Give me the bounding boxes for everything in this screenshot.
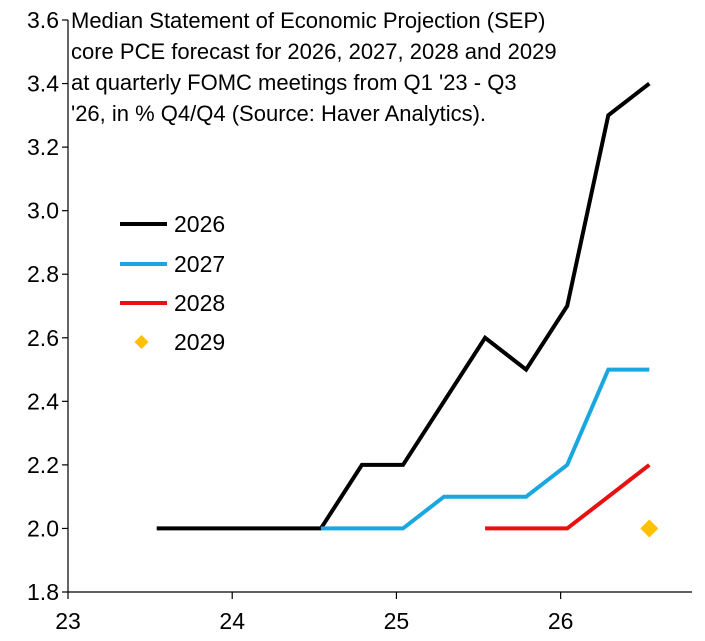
y-tick-label: 1.8 bbox=[27, 579, 59, 605]
series-line-2028 bbox=[485, 463, 651, 531]
data-point-2029 bbox=[640, 519, 659, 538]
title-line-1: Median Statement of Economic Projection … bbox=[71, 8, 545, 33]
y-tick-label: 2.4 bbox=[27, 388, 59, 414]
legend-swatch bbox=[134, 335, 149, 349]
x-tick-label: 24 bbox=[219, 608, 245, 634]
x-tick-label: 23 bbox=[55, 608, 81, 634]
legend-item-2028: 2028 bbox=[120, 290, 225, 316]
legend-item-2027: 2027 bbox=[120, 251, 225, 277]
y-tick-label: 3.4 bbox=[27, 71, 59, 97]
title-line-2: core PCE forecast for 2026, 2027, 2028 a… bbox=[71, 39, 557, 64]
chart-title: Median Statement of Economic Projection … bbox=[71, 8, 557, 126]
y-tick-label: 2.2 bbox=[27, 452, 59, 478]
x-tick-label: 25 bbox=[384, 608, 410, 634]
title-line-3: at quarterly FOMC meetings from Q1 '23 -… bbox=[71, 70, 517, 95]
series-2027 bbox=[320, 367, 650, 531]
series-line-2027 bbox=[320, 367, 650, 531]
legend-item-2026: 2026 bbox=[120, 211, 225, 237]
series-2029 bbox=[640, 519, 659, 538]
y-tick-label: 2.8 bbox=[27, 261, 59, 287]
y-tick-label: 3.2 bbox=[27, 134, 59, 160]
legend-item-2029: 2029 bbox=[134, 329, 225, 355]
y-tick-label: 2.0 bbox=[27, 515, 59, 541]
legend-label: 2026 bbox=[174, 211, 225, 237]
legend-label: 2027 bbox=[174, 251, 225, 277]
series-line-2026 bbox=[156, 82, 651, 531]
series-layer bbox=[156, 82, 659, 538]
series-2026 bbox=[156, 82, 651, 531]
legend: 2026 2027 2028 2029 bbox=[120, 211, 225, 355]
series-2028 bbox=[485, 463, 651, 531]
x-tick-label: 26 bbox=[548, 608, 574, 634]
legend-label: 2028 bbox=[174, 290, 225, 316]
y-tick-label: 3.0 bbox=[27, 198, 59, 224]
y-tick-label: 2.6 bbox=[27, 325, 59, 351]
y-tick-label: 3.6 bbox=[27, 7, 59, 33]
title-line-4: '26, in % Q4/Q4 (Source: Haver Analytics… bbox=[71, 101, 486, 126]
axes: 1.8 2.0 2.2 2.4 2.6 2.8 3.0 3.2 3.4 3.6 23 24 25 26 bbox=[27, 7, 692, 634]
legend-label: 2029 bbox=[174, 329, 225, 355]
